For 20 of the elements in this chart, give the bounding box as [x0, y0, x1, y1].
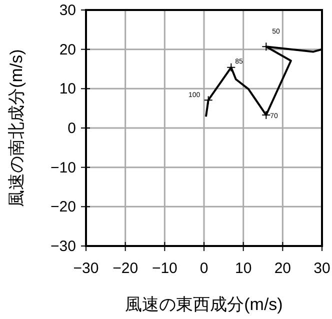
y-tick-label: 20: [59, 41, 76, 58]
y-tick-label: 0: [68, 120, 76, 137]
y-tick-label: 10: [59, 80, 76, 98]
x-tick-label: −10: [152, 260, 178, 277]
x-tick-label: 10: [234, 260, 252, 277]
y-tick-label: −30: [50, 238, 76, 255]
x-tick-label: −20: [112, 260, 138, 277]
point: [262, 110, 271, 120]
x-tick-label: −30: [73, 260, 99, 277]
x-tick-label: 30: [314, 260, 330, 277]
y-tick-label: 30: [59, 2, 76, 19]
y-tick-label: −20: [50, 198, 76, 216]
y-tick-label: −10: [50, 159, 76, 176]
point: [204, 96, 213, 105]
x-axis-title: 風速の東西成分(m/s): [125, 295, 283, 314]
x-tick-label: 0: [200, 260, 208, 277]
y-axis-title: 風速の南北成分(m/s): [7, 49, 26, 207]
point: [226, 62, 236, 72]
point: [262, 42, 271, 52]
x-tick-label: 20: [274, 260, 292, 277]
